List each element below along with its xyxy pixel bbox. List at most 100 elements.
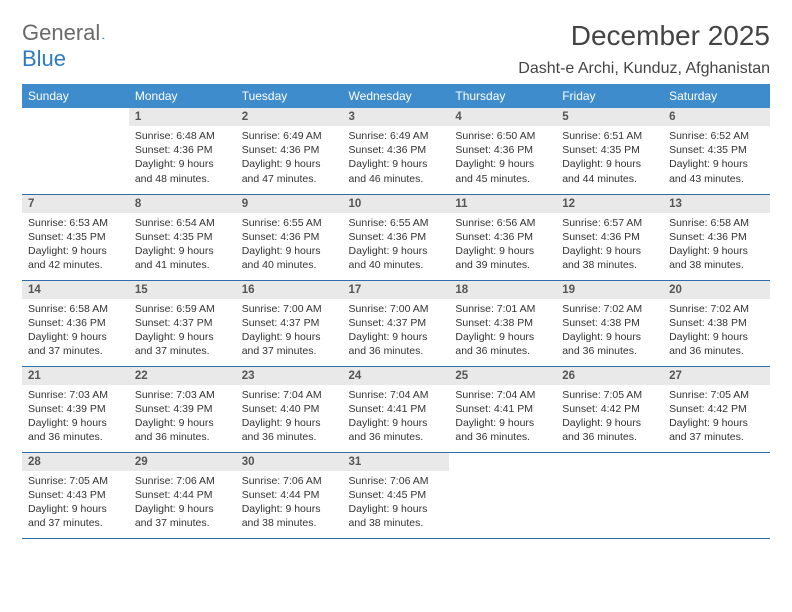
sunrise-text: Sunrise: 6:59 AM [135,302,230,316]
day-details: Sunrise: 7:05 AMSunset: 4:42 PMDaylight:… [556,385,663,450]
day-number: 24 [343,367,450,385]
day-details: Sunrise: 6:49 AMSunset: 4:36 PMDaylight:… [236,126,343,191]
sunrise-text: Sunrise: 7:04 AM [242,388,337,402]
sunrise-text: Sunrise: 7:05 AM [28,474,123,488]
calendar-day-cell: 10Sunrise: 6:55 AMSunset: 4:36 PMDayligh… [343,194,450,280]
calendar-day-cell: 2Sunrise: 6:49 AMSunset: 4:36 PMDaylight… [236,108,343,194]
calendar-day-cell [556,452,663,538]
day-number: 29 [129,453,236,471]
calendar-day-cell: 29Sunrise: 7:06 AMSunset: 4:44 PMDayligh… [129,452,236,538]
calendar-day-cell: 21Sunrise: 7:03 AMSunset: 4:39 PMDayligh… [22,366,129,452]
sunrise-text: Sunrise: 6:50 AM [455,129,550,143]
sunset-text: Sunset: 4:36 PM [242,143,337,157]
day-number: 19 [556,281,663,299]
daylight-text: Daylight: 9 hours and 36 minutes. [242,416,337,444]
day-number: 17 [343,281,450,299]
weekday-header: Sunday [22,84,129,108]
calendar-day-cell: 17Sunrise: 7:00 AMSunset: 4:37 PMDayligh… [343,280,450,366]
day-details: Sunrise: 6:58 AMSunset: 4:36 PMDaylight:… [663,213,770,278]
daylight-text: Daylight: 9 hours and 36 minutes. [562,330,657,358]
day-details: Sunrise: 7:02 AMSunset: 4:38 PMDaylight:… [663,299,770,364]
day-number: 31 [343,453,450,471]
sunset-text: Sunset: 4:38 PM [669,316,764,330]
calendar-day-cell: 19Sunrise: 7:02 AMSunset: 4:38 PMDayligh… [556,280,663,366]
day-number: 28 [22,453,129,471]
page-header: General December 2025 Dasht-e Archi, Kun… [22,20,770,78]
calendar-day-cell: 26Sunrise: 7:05 AMSunset: 4:42 PMDayligh… [556,366,663,452]
daylight-text: Daylight: 9 hours and 36 minutes. [562,416,657,444]
day-details: Sunrise: 6:48 AMSunset: 4:36 PMDaylight:… [129,126,236,191]
daylight-text: Daylight: 9 hours and 38 minutes. [242,502,337,530]
calendar-day-cell: 15Sunrise: 6:59 AMSunset: 4:37 PMDayligh… [129,280,236,366]
daylight-text: Daylight: 9 hours and 46 minutes. [349,157,444,185]
sunrise-text: Sunrise: 6:55 AM [349,216,444,230]
sunset-text: Sunset: 4:38 PM [455,316,550,330]
sunset-text: Sunset: 4:36 PM [349,230,444,244]
day-number: 8 [129,195,236,213]
sunrise-text: Sunrise: 6:58 AM [28,302,123,316]
day-number: 2 [236,108,343,126]
sunrise-text: Sunrise: 7:00 AM [242,302,337,316]
daylight-text: Daylight: 9 hours and 38 minutes. [562,244,657,272]
day-number: 1 [129,108,236,126]
day-number: 10 [343,195,450,213]
calendar-day-cell: 13Sunrise: 6:58 AMSunset: 4:36 PMDayligh… [663,194,770,280]
sunrise-text: Sunrise: 6:52 AM [669,129,764,143]
location-subtitle: Dasht-e Archi, Kunduz, Afghanistan [518,60,770,78]
sunset-text: Sunset: 4:44 PM [135,488,230,502]
day-number: 4 [449,108,556,126]
day-details: Sunrise: 6:52 AMSunset: 4:35 PMDaylight:… [663,126,770,191]
daylight-text: Daylight: 9 hours and 39 minutes. [455,244,550,272]
daylight-text: Daylight: 9 hours and 36 minutes. [455,330,550,358]
weekday-header: Thursday [449,84,556,108]
day-details: Sunrise: 7:06 AMSunset: 4:44 PMDaylight:… [236,471,343,536]
day-details: Sunrise: 6:50 AMSunset: 4:36 PMDaylight:… [449,126,556,191]
sunset-text: Sunset: 4:42 PM [669,402,764,416]
sunrise-text: Sunrise: 7:04 AM [349,388,444,402]
sunset-text: Sunset: 4:37 PM [242,316,337,330]
sunset-text: Sunset: 4:40 PM [242,402,337,416]
sunrise-text: Sunrise: 6:54 AM [135,216,230,230]
sunrise-text: Sunrise: 7:02 AM [562,302,657,316]
day-number: 13 [663,195,770,213]
calendar-day-cell: 9Sunrise: 6:55 AMSunset: 4:36 PMDaylight… [236,194,343,280]
day-number: 23 [236,367,343,385]
sunrise-text: Sunrise: 7:06 AM [135,474,230,488]
sunrise-text: Sunrise: 6:53 AM [28,216,123,230]
sunrise-text: Sunrise: 7:02 AM [669,302,764,316]
sunset-text: Sunset: 4:36 PM [562,230,657,244]
calendar-day-cell [663,452,770,538]
day-details: Sunrise: 6:55 AMSunset: 4:36 PMDaylight:… [236,213,343,278]
sunset-text: Sunset: 4:36 PM [242,230,337,244]
weekday-header: Monday [129,84,236,108]
calendar-day-cell: 4Sunrise: 6:50 AMSunset: 4:36 PMDaylight… [449,108,556,194]
calendar-day-cell: 27Sunrise: 7:05 AMSunset: 4:42 PMDayligh… [663,366,770,452]
sunset-text: Sunset: 4:39 PM [135,402,230,416]
day-details: Sunrise: 6:53 AMSunset: 4:35 PMDaylight:… [22,213,129,278]
day-details: Sunrise: 6:59 AMSunset: 4:37 PMDaylight:… [129,299,236,364]
sunrise-text: Sunrise: 7:00 AM [349,302,444,316]
day-details: Sunrise: 6:54 AMSunset: 4:35 PMDaylight:… [129,213,236,278]
day-details: Sunrise: 7:06 AMSunset: 4:44 PMDaylight:… [129,471,236,536]
day-details: Sunrise: 6:51 AMSunset: 4:35 PMDaylight:… [556,126,663,191]
day-number: 11 [449,195,556,213]
title-block: December 2025 Dasht-e Archi, Kunduz, Afg… [518,20,770,78]
day-number: 21 [22,367,129,385]
sail-icon [102,26,105,40]
day-number: 27 [663,367,770,385]
sunset-text: Sunset: 4:43 PM [28,488,123,502]
day-details: Sunrise: 7:01 AMSunset: 4:38 PMDaylight:… [449,299,556,364]
daylight-text: Daylight: 9 hours and 42 minutes. [28,244,123,272]
daylight-text: Daylight: 9 hours and 37 minutes. [28,502,123,530]
day-details: Sunrise: 6:57 AMSunset: 4:36 PMDaylight:… [556,213,663,278]
day-details: Sunrise: 7:03 AMSunset: 4:39 PMDaylight:… [129,385,236,450]
daylight-text: Daylight: 9 hours and 43 minutes. [669,157,764,185]
calendar-day-cell: 16Sunrise: 7:00 AMSunset: 4:37 PMDayligh… [236,280,343,366]
sunset-text: Sunset: 4:42 PM [562,402,657,416]
sunset-text: Sunset: 4:36 PM [135,143,230,157]
calendar-day-cell [449,452,556,538]
sunset-text: Sunset: 4:35 PM [135,230,230,244]
sunrise-text: Sunrise: 7:04 AM [455,388,550,402]
calendar-week-row: 1Sunrise: 6:48 AMSunset: 4:36 PMDaylight… [22,108,770,194]
daylight-text: Daylight: 9 hours and 37 minutes. [242,330,337,358]
